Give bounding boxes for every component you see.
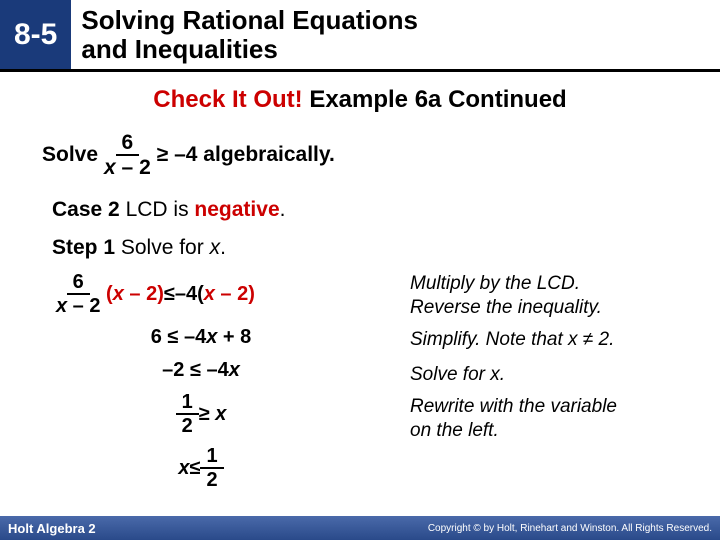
case-label: Case 2 (52, 198, 126, 221)
title-line-2: and Inequalities (81, 34, 278, 64)
eq1-fraction: 6 x – 2 (56, 272, 100, 316)
step-label: Step 1 (52, 236, 121, 259)
note-2: Simplify. Note that x ≠ 2. (410, 328, 692, 352)
lesson-header: 8-5 Solving Rational Equations and Inequ… (0, 0, 720, 72)
problem-rest: ≥ –4 algebraically. (157, 143, 335, 167)
slide-footer: Holt Algebra 2 Copyright © by Holt, Rine… (0, 516, 720, 540)
example-title: Check It Out! Example 6a Continued (28, 86, 692, 114)
equation-3: –2 ≤ –4x (56, 359, 386, 382)
equations-column: 6 x – 2 (x – 2) ≤ –4(x – 2) 6 ≤ –4x + 8 … (56, 272, 386, 500)
slide-content: Check It Out! Example 6a Continued Solve… (0, 72, 720, 500)
lesson-title: Solving Rational Equations and Inequalit… (71, 0, 428, 69)
equation-1: 6 x – 2 (x – 2) ≤ –4(x – 2) (56, 272, 386, 316)
lesson-number: 8-5 (0, 0, 71, 69)
notes-column: Multiply by the LCD. Reverse the inequal… (410, 272, 692, 500)
negative-word: negative (194, 198, 279, 221)
problem-statement: Solve 6 x – 2 ≥ –4 algebraically. (42, 132, 692, 178)
footer-left: Holt Algebra 2 (8, 521, 96, 536)
footer-copyright: Copyright © by Holt, Rinehart and Winsto… (428, 523, 712, 534)
problem-fraction: 6 x – 2 (104, 132, 151, 178)
note-3: Solve for x. (410, 363, 692, 387)
equation-2: 6 ≤ –4x + 8 (56, 326, 386, 349)
frac-num: 6 (116, 132, 140, 156)
step-1: Step 1 Solve for x. (52, 236, 692, 260)
title-line-1: Solving Rational Equations (81, 5, 418, 35)
equation-5: x ≤ 1 2 (56, 446, 386, 490)
work-area: 6 x – 2 (x – 2) ≤ –4(x – 2) 6 ≤ –4x + 8 … (56, 272, 692, 500)
frac-den: x – 2 (104, 156, 151, 178)
solve-label: Solve (42, 143, 98, 167)
note-1: Multiply by the LCD. Reverse the inequal… (410, 272, 692, 320)
case-2: Case 2 LCD is negative. (52, 198, 692, 222)
example-label: Example 6a Continued (309, 86, 566, 113)
check-it-out: Check It Out! (153, 86, 309, 113)
equation-4: 1 2 ≥ x (56, 392, 386, 436)
note-4: Rewrite with the variable on the left. (410, 395, 692, 443)
